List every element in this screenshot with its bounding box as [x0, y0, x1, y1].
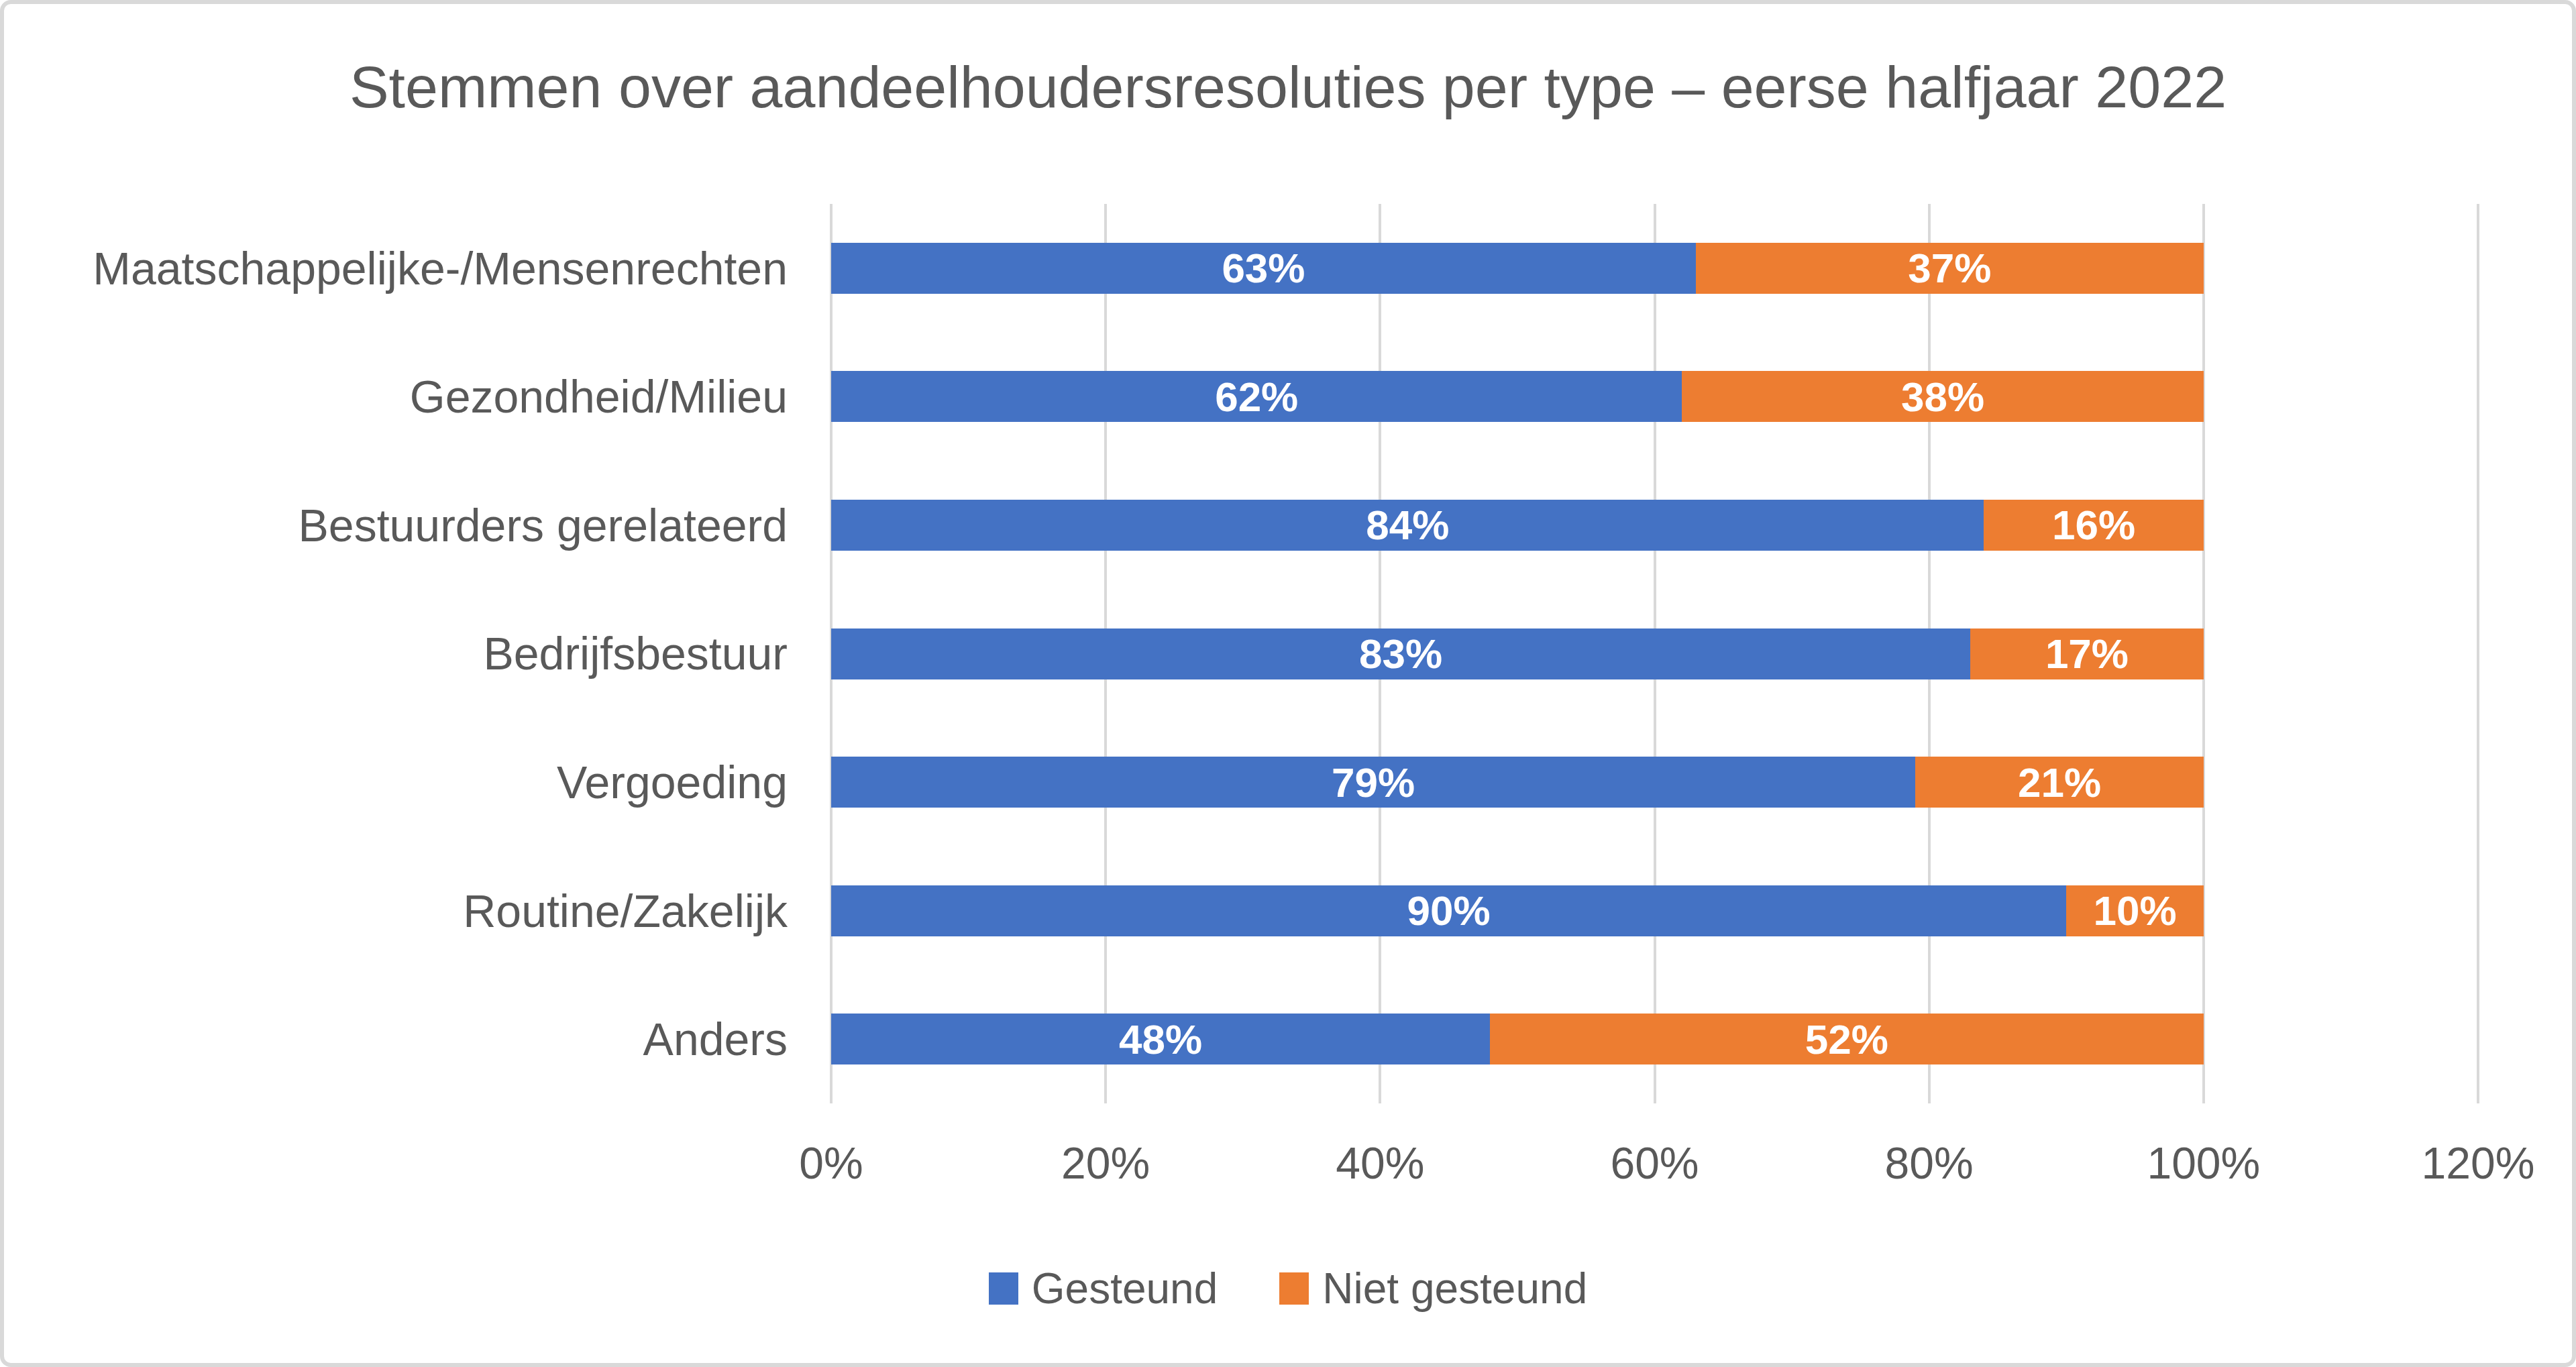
bar-segment-gesteund: 79% — [831, 757, 1915, 808]
bar-value-label: 21% — [2018, 759, 2101, 806]
bar-segment-gesteund: 48% — [831, 1014, 1490, 1064]
bar-segment-niet-gesteund: 38% — [1682, 371, 2203, 422]
bar-row: 48% 52% — [831, 1014, 2204, 1064]
bar-value-label: 84% — [1366, 501, 1449, 549]
bar-value-label: 90% — [1407, 887, 1491, 934]
chart-title: Stemmen over aandeelhoudersresoluties pe… — [4, 55, 2572, 120]
bar-segment-niet-gesteund: 16% — [1984, 500, 2203, 551]
category-label: Routine/Zakelijk — [4, 846, 788, 975]
bar-segment-niet-gesteund: 10% — [2066, 885, 2204, 936]
bar-segment-niet-gesteund: 37% — [1696, 243, 2204, 294]
category-label: Vergoeding — [4, 718, 788, 846]
bar-segment-niet-gesteund: 21% — [1915, 757, 2204, 808]
bar-value-label: 10% — [2093, 887, 2176, 934]
bar-row: 79% 21% — [831, 757, 2204, 808]
bar-value-label: 38% — [1901, 373, 1984, 421]
plot-area: 63% 37% 62% 38% 84% 16% 83% 17% 79% 21% 90% 10% 48% 5… — [831, 204, 2478, 1103]
bar-value-label: 63% — [1222, 244, 1305, 292]
category-label: Anders — [4, 975, 788, 1103]
legend-entry: Niet gesteund — [1279, 1264, 1587, 1313]
bar-row: 83% 17% — [831, 628, 2204, 679]
category-label: Bedrijfsbestuur — [4, 590, 788, 718]
legend-swatch-icon — [1279, 1272, 1309, 1305]
category-label: Maatschappelijke-/Mensenrechten — [4, 204, 788, 333]
bar-value-label: 37% — [1908, 244, 1991, 292]
stacked-bar-chart: Stemmen over aandeelhoudersresoluties pe… — [0, 0, 2576, 1367]
legend: Gesteund Niet gesteund — [4, 1264, 2572, 1313]
bar-row: 84% 16% — [831, 500, 2204, 551]
x-tick-label: 100% — [2147, 1138, 2260, 1189]
category-label: Bestuurders gerelateerd — [4, 461, 788, 590]
category-axis: Maatschappelijke-/MensenrechtenGezondhei… — [4, 204, 788, 1103]
bar-value-label: 83% — [1359, 630, 1442, 677]
bar-row: 62% 38% — [831, 371, 2204, 422]
x-tick-label: 60% — [1610, 1138, 1699, 1189]
bar-segment-niet-gesteund: 52% — [1490, 1014, 2204, 1064]
bar-row: 90% 10% — [831, 885, 2204, 936]
legend-entry: Gesteund — [989, 1264, 1218, 1313]
bar-segment-gesteund: 62% — [831, 371, 1682, 422]
bar-segment-niet-gesteund: 17% — [1970, 628, 2204, 679]
x-axis: 0%20%40%60%80%100%120% — [831, 1138, 2478, 1198]
bar-value-label: 16% — [2052, 501, 2135, 549]
x-tick-label: 20% — [1061, 1138, 1150, 1189]
bar-value-label: 79% — [1332, 759, 1415, 806]
legend-label: Niet gesteund — [1322, 1264, 1587, 1313]
bar-segment-gesteund: 83% — [831, 628, 1970, 679]
x-tick-label: 40% — [1336, 1138, 1424, 1189]
category-label: Gezondheid/Milieu — [4, 333, 788, 461]
legend-swatch-icon — [989, 1272, 1018, 1305]
x-tick-label: 0% — [799, 1138, 863, 1189]
bar-segment-gesteund: 63% — [831, 243, 1696, 294]
x-tick-label: 120% — [2422, 1138, 2535, 1189]
x-tick-label: 80% — [1885, 1138, 1974, 1189]
legend-label: Gesteund — [1032, 1264, 1218, 1313]
bar-value-label: 48% — [1119, 1016, 1202, 1063]
bar-value-label: 62% — [1215, 373, 1298, 421]
bar-segment-gesteund: 84% — [831, 500, 1984, 551]
bar-segment-gesteund: 90% — [831, 885, 2066, 936]
gridline — [2477, 204, 2479, 1103]
bar-row: 63% 37% — [831, 243, 2204, 294]
bar-value-label: 17% — [2045, 630, 2129, 677]
bar-value-label: 52% — [1805, 1016, 1888, 1063]
